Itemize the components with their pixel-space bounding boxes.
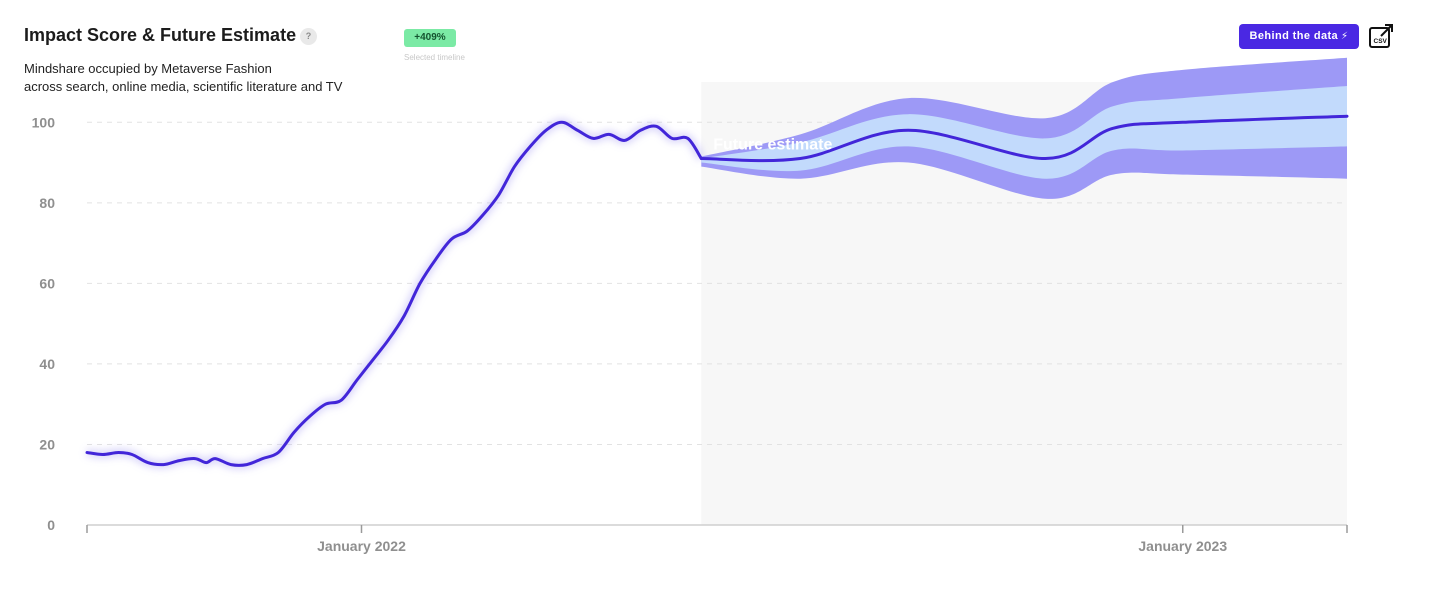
historical-line	[85, 120, 703, 467]
y-tick-label-0: 0	[47, 517, 55, 533]
help-icon[interactable]: ?	[300, 28, 317, 45]
forecast-inner-band	[701, 86, 1347, 179]
x-tick-label-1: January 2023	[1138, 538, 1227, 554]
selected-timeline-caption: Selected timeline	[404, 53, 465, 62]
y-tick-label-100: 100	[32, 114, 56, 130]
x-tick-label-0: January 2022	[317, 538, 406, 554]
future-estimate-label: Future estimate	[713, 137, 832, 154]
csv-download-icon[interactable]: CSV	[1367, 22, 1395, 50]
behind-the-data-button[interactable]: Behind the data ⚡	[1239, 24, 1359, 49]
y-tick-label-40: 40	[39, 356, 55, 372]
subtitle-line-2: across search, online media, scientific …	[24, 79, 343, 94]
chart-subtitle: Mindshare occupied by Metaverse Fashion …	[24, 60, 404, 96]
historical-line-glow	[86, 118, 705, 469]
y-tick-label-80: 80	[39, 195, 55, 211]
forecast-outer-band	[701, 57, 1347, 199]
chart-title: Impact Score & Future Estimate	[24, 25, 297, 45]
subtitle-line-1: Mindshare occupied by Metaverse Fashion	[24, 61, 272, 76]
csv-label: CSV	[1374, 38, 1388, 45]
y-tick-label-20: 20	[39, 436, 55, 452]
behind-the-data-label: Behind the data	[1249, 30, 1339, 42]
y-tick-label-60: 60	[39, 275, 55, 291]
forecast-line	[699, 114, 1349, 163]
lightning-icon: ⚡	[1341, 31, 1349, 42]
growth-badge: +409%	[404, 29, 456, 47]
